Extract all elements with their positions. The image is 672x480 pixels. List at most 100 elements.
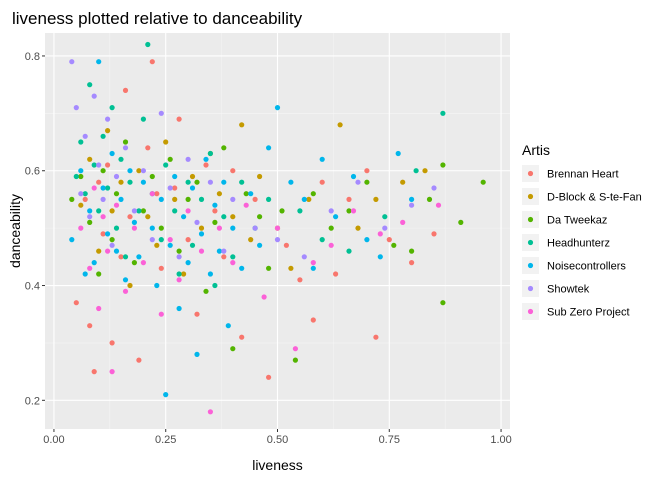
data-point [96,248,102,254]
data-point [78,139,84,145]
data-point [189,173,196,180]
data-point [118,196,124,202]
data-point [82,191,88,197]
legend-swatch [527,262,534,269]
data-point [207,409,213,415]
data-point [122,139,129,145]
data-point [100,185,106,191]
data-point [230,260,236,266]
data-point [118,179,124,185]
data-point [185,156,191,162]
data-point [440,162,446,168]
data-point [96,179,102,185]
data-point [274,225,281,231]
data-point [96,305,102,312]
data-point [266,196,272,202]
data-point [176,248,182,254]
legend-label: Da Tweekaz [547,215,607,227]
data-point [158,237,164,243]
data-point [172,208,178,214]
data-point [203,288,209,294]
data-point [194,219,200,225]
data-point [100,231,106,237]
data-point [194,351,200,357]
data-point [480,179,486,185]
data-point [257,214,263,220]
data-point [96,208,102,214]
data-point [346,208,352,214]
data-point [185,196,191,202]
data-point [154,191,160,197]
data-point [409,202,415,208]
data-point [431,231,437,237]
data-point [261,294,267,300]
y-axis-ticks: 0.2 0.4 0.6 0.8 [25,51,45,407]
data-point [239,179,245,185]
data-point [100,196,106,202]
data-point [91,162,97,168]
data-point [145,214,151,220]
x-axis-label: liveness [252,457,303,473]
data-point [82,196,88,202]
data-point [113,173,120,180]
data-point [328,242,334,248]
data-point [400,179,406,185]
data-point [105,248,111,254]
data-point [122,277,129,283]
data-point [109,242,115,248]
data-point [149,59,155,65]
data-point [297,277,303,283]
data-point [149,225,155,231]
data-point [185,260,191,266]
legend-swatch [527,170,534,177]
data-point [78,173,84,180]
data-point [91,369,97,375]
data-point [239,122,245,128]
data-point [176,254,182,260]
data-point [350,173,357,180]
data-point [91,93,97,99]
major-gridlines [45,33,510,429]
data-point [279,208,285,214]
data-point [122,145,129,151]
data-point [346,196,352,202]
data-point [319,156,325,162]
data-point [131,225,137,231]
data-point [118,156,124,162]
y-tick-label: 0.4 [25,281,40,293]
data-point [140,260,146,266]
data-point [435,202,442,208]
data-point [221,248,227,254]
legend-swatch [527,239,534,246]
data-point [87,82,93,88]
data-point [257,242,263,248]
data-point [221,179,227,185]
data-point [212,208,218,214]
data-point [274,105,281,111]
data-point [328,208,334,214]
data-point [248,237,254,243]
data-point [91,260,97,266]
data-point [136,254,142,260]
data-point [230,168,236,174]
data-point [422,168,428,174]
data-point [127,179,133,185]
data-point [413,168,419,174]
data-point [194,311,200,317]
data-point [458,219,464,225]
legend-swatch [527,193,534,200]
data-point [395,150,401,157]
data-point [274,237,281,243]
data-point [301,254,307,260]
data-point [319,179,325,185]
data-point [355,225,361,231]
data-point [167,242,173,248]
data-point [105,128,111,134]
data-point [310,317,316,323]
data-point [252,225,258,231]
legend-swatch [527,285,534,292]
data-point [185,237,191,243]
data-point [350,208,357,214]
data-point [127,214,133,220]
